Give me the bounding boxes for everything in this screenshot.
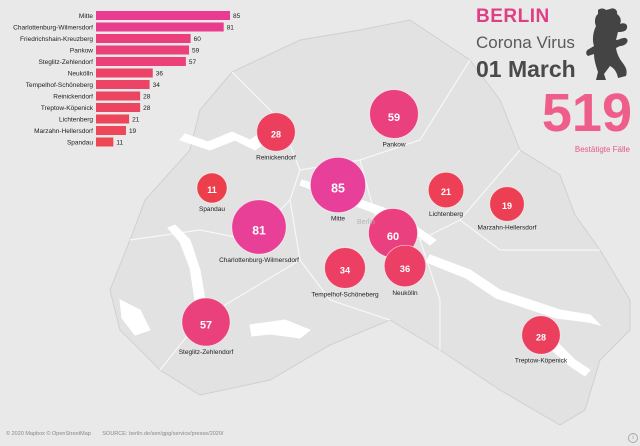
total-caption: Bestätigte Fälle xyxy=(574,145,630,154)
bar-value-label: 21 xyxy=(132,117,140,124)
berlin-bear-icon xyxy=(586,8,628,80)
district-label: Treptow-Köpenick xyxy=(515,357,568,364)
bar-label: Neukölln xyxy=(68,71,94,78)
bar[interactable] xyxy=(96,22,224,32)
bar-label: Spandau xyxy=(67,140,93,147)
district-label: Tempelhof-Schöneberg xyxy=(311,291,379,298)
bar-label: Pankow xyxy=(70,48,93,55)
bar-value-label: 28 xyxy=(143,94,151,101)
district-label: Charlottenburg-Wilmersdorf xyxy=(219,257,299,264)
title-subtitle: Corona Virus xyxy=(476,33,575,52)
total-cases: 519 xyxy=(541,83,632,143)
source-note: SOURCE: berlin.de/sen/gpg/service/presse… xyxy=(102,431,224,437)
district-bubble[interactable] xyxy=(369,89,419,139)
bubble-value: 36 xyxy=(400,264,410,274)
bubble-value: 28 xyxy=(536,332,546,342)
bar-value-label: 36 xyxy=(156,71,164,78)
bar[interactable] xyxy=(96,45,190,55)
bar[interactable] xyxy=(96,68,153,78)
bar[interactable] xyxy=(96,57,186,66)
district-bubble[interactable] xyxy=(324,247,366,289)
district-label: Pankow xyxy=(382,141,405,148)
district-label: Lichtenberg xyxy=(429,211,463,218)
bar[interactable] xyxy=(96,80,150,89)
bar-value-label: 19 xyxy=(129,128,137,135)
bar-value-label: 28 xyxy=(143,105,151,112)
bar-label: Tempelhof-Schöneberg xyxy=(26,82,94,89)
bar-label: Reinickendorf xyxy=(53,94,93,101)
bar-label: Steglitz-Zehlendorf xyxy=(38,59,93,66)
bubble-value: 81 xyxy=(252,224,266,238)
bubble-value: 21 xyxy=(441,187,451,197)
district-bubble[interactable] xyxy=(521,315,561,355)
bar-label: Mitte xyxy=(79,13,93,20)
district-label: Spandau xyxy=(199,206,225,213)
bar[interactable] xyxy=(96,34,191,43)
bubble-value: 11 xyxy=(207,185,217,195)
bar-label: Lichtenberg xyxy=(59,117,93,124)
bar-label: Friedrichshain-Kreuzberg xyxy=(20,36,93,43)
bar-value-label: 34 xyxy=(153,82,161,89)
info-icon[interactable]: i xyxy=(628,433,638,443)
bubble-value: 59 xyxy=(388,112,400,124)
bar-value-label: 11 xyxy=(116,140,123,147)
district-bubble[interactable] xyxy=(383,244,427,288)
city-boundary xyxy=(109,19,631,426)
bubble-value: 34 xyxy=(340,266,351,276)
district-bubble[interactable] xyxy=(489,186,525,222)
bar[interactable] xyxy=(96,91,141,101)
bar-value-label: 59 xyxy=(192,48,200,55)
district-bubble[interactable] xyxy=(196,172,228,204)
bubble-value: 19 xyxy=(502,201,512,211)
bubble-value: 57 xyxy=(200,320,212,332)
district-bubble[interactable] xyxy=(427,171,465,209)
bar-label: Charlottenburg-Wilmersdorf xyxy=(13,25,93,32)
title-date: 01 March xyxy=(476,56,576,82)
footer: © 2020 Mapbox © OpenStreetMap SOURCE: be… xyxy=(6,431,223,437)
bar[interactable] xyxy=(96,126,126,135)
bar-value-label: 81 xyxy=(227,25,235,32)
bar-value-label: 57 xyxy=(189,59,197,66)
bar[interactable] xyxy=(96,114,130,124)
bar-label: Treptow-Köpenick xyxy=(41,105,94,112)
district-label: Mitte xyxy=(331,216,345,223)
district-label: Neukölln xyxy=(392,290,418,297)
bar-label: Marzahn-Hellersdorf xyxy=(34,128,93,135)
bubble-value: 60 xyxy=(387,231,399,243)
bar-value-label: 60 xyxy=(194,36,202,43)
bubble-layer: 59 Pankow 28 Reinickendorf 85 Mitte 11 Spandau 2… xyxy=(179,89,568,364)
bar[interactable] xyxy=(96,103,141,112)
district-bubble[interactable] xyxy=(309,156,367,214)
district-bubble[interactable] xyxy=(231,199,287,255)
bubble-value: 28 xyxy=(271,129,281,139)
place-label: Berlin xyxy=(357,219,375,226)
district-label: Marzahn-Hellersdorf xyxy=(478,224,537,231)
district-label: Reinickendorf xyxy=(256,154,296,161)
map-attribution[interactable]: © 2020 Mapbox © OpenStreetMap xyxy=(6,431,91,437)
district-bubble[interactable] xyxy=(181,297,231,347)
bar[interactable] xyxy=(96,137,114,147)
bubble-value: 85 xyxy=(331,182,345,196)
bar-chart: Mitte 85 Charlottenburg-Wilmersdorf 81 Fried… xyxy=(13,11,241,147)
district-label: Steglitz-Zehlendorf xyxy=(179,349,234,356)
district-bubble[interactable] xyxy=(256,112,296,152)
bar[interactable] xyxy=(96,11,230,20)
title-city: BERLIN xyxy=(476,6,550,27)
bar-value-label: 85 xyxy=(233,13,241,20)
